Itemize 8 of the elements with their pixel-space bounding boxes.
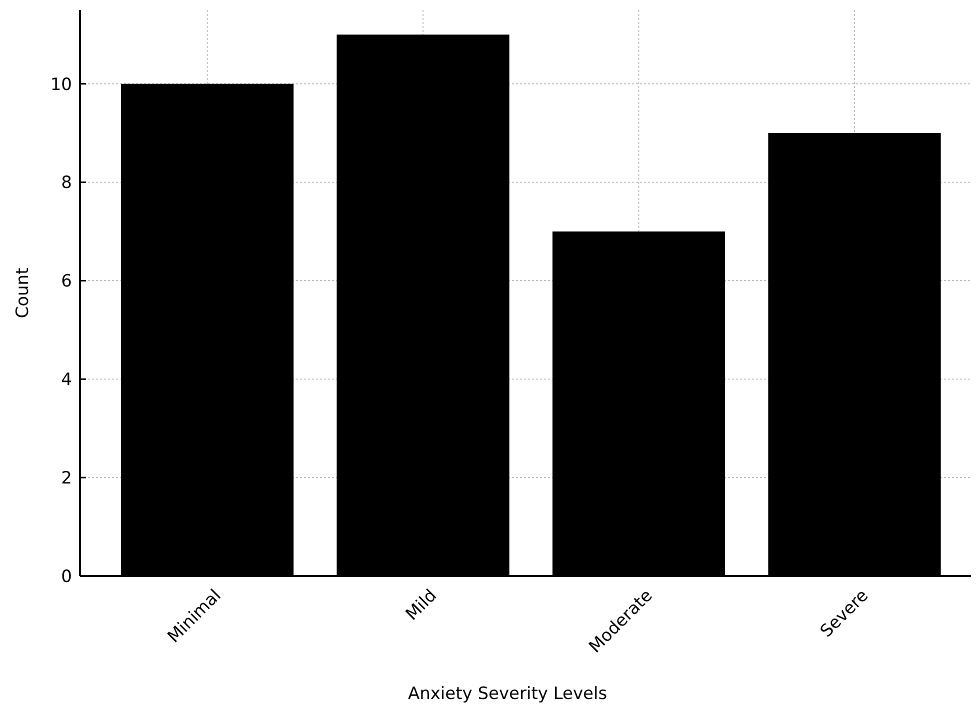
y-tick-label: 4 xyxy=(61,370,72,390)
y-tick-label: 6 xyxy=(61,272,72,292)
x-axis-title: Anxiety Severity Levels xyxy=(408,684,608,704)
y-axis-title: Count xyxy=(13,267,33,318)
y-tick-label: 10 xyxy=(50,74,72,95)
y-tick-label: 0 xyxy=(61,566,72,587)
y-tick-label: 2 xyxy=(61,468,72,489)
y-tick-label: 8 xyxy=(61,173,72,194)
